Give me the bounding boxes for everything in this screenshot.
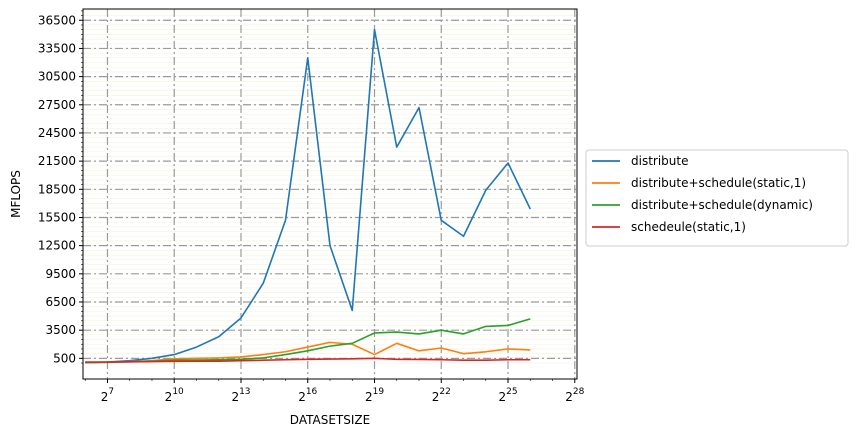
legend-label: distribute+schedule(dynamic)	[631, 198, 813, 212]
y-tick-label: 12500	[38, 239, 76, 253]
y-tick-label: 21500	[38, 154, 76, 168]
y-axis-label: MFLOPS	[9, 170, 23, 218]
legend-label: distribute	[631, 154, 689, 168]
y-tick-label: 30500	[38, 70, 76, 84]
x-tick-label: 27	[101, 387, 114, 404]
series-line	[85, 357, 531, 363]
x-tick-label: 213	[231, 387, 250, 404]
x-tick-label: 219	[365, 387, 384, 404]
y-tick-label: 9500	[45, 267, 76, 281]
y-tick-label: 27500	[38, 98, 76, 112]
series-lines	[85, 28, 531, 364]
legend: distribute distribute+schedule(static,1) d…	[585, 149, 849, 247]
grid	[83, 9, 577, 379]
y-tick-label: 24500	[38, 126, 76, 140]
y-tick-label: 6500	[45, 295, 76, 309]
x-tick-label: 210	[165, 387, 184, 404]
legend-label: schedeule(static,1)	[631, 220, 746, 234]
x-tick-label: 225	[498, 387, 517, 404]
series-line	[85, 28, 531, 364]
y-tick-label: 15500	[38, 210, 76, 224]
x-tick-label: 222	[432, 387, 451, 404]
y-tick-label: 33500	[38, 41, 76, 55]
axis-ticks: 500 3500 6500 9500 12500 15500 18500 21500 24500…	[38, 10, 585, 404]
legend-box	[585, 149, 849, 247]
y-tick-label: 500	[53, 351, 76, 365]
y-tick-label: 36500	[38, 13, 76, 27]
y-tick-label: 3500	[45, 323, 76, 337]
y-tick-label: 18500	[38, 182, 76, 196]
legend-label: distribute+schedule(static,1)	[631, 176, 806, 190]
x-axis-label: DATASETSIZE	[290, 413, 370, 427]
x-tick-label: 216	[298, 387, 317, 404]
x-tick-label: 228	[565, 387, 584, 404]
